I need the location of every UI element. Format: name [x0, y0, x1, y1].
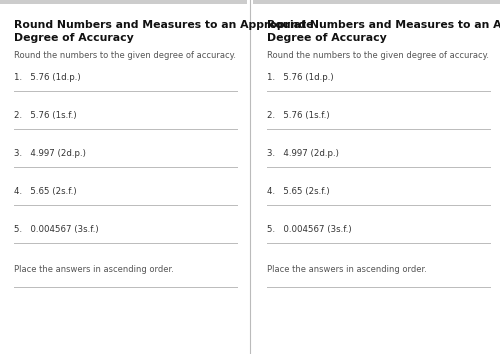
Bar	[0, 4, 247, 354]
Text: 1.   5.76 (1d.p.): 1. 5.76 (1d.p.)	[14, 73, 80, 82]
Text: Round the numbers to the given degree of accuracy.: Round the numbers to the given degree of…	[267, 51, 489, 60]
Text: 3.   4.997 (2d.p.): 3. 4.997 (2d.p.)	[267, 149, 339, 158]
Text: 2.   5.76 (1s.f.): 2. 5.76 (1s.f.)	[14, 111, 76, 120]
Text: Degree of Accuracy: Degree of Accuracy	[14, 33, 134, 43]
Text: Place the answers in ascending order.: Place the answers in ascending order.	[14, 265, 174, 274]
Text: 1.   5.76 (1d.p.): 1. 5.76 (1d.p.)	[267, 73, 334, 82]
Text: 5.   0.004567 (3s.f.): 5. 0.004567 (3s.f.)	[14, 225, 98, 234]
Text: Place the answers in ascending order.: Place the answers in ascending order.	[267, 265, 427, 274]
Bar	[253, 0, 500, 4]
Bar	[253, 4, 500, 354]
Text: Round the numbers to the given degree of accuracy.: Round the numbers to the given degree of…	[14, 51, 236, 60]
Bar	[0, 0, 247, 4]
Text: Round Numbers and Measures to an Appropriate: Round Numbers and Measures to an Appropr…	[267, 20, 500, 30]
Text: 5.   0.004567 (3s.f.): 5. 0.004567 (3s.f.)	[267, 225, 351, 234]
Text: 4.   5.65 (2s.f.): 4. 5.65 (2s.f.)	[14, 187, 76, 196]
Text: 4.   5.65 (2s.f.): 4. 5.65 (2s.f.)	[267, 187, 330, 196]
Text: Degree of Accuracy: Degree of Accuracy	[267, 33, 387, 43]
Text: Round Numbers and Measures to an Appropriate: Round Numbers and Measures to an Appropr…	[14, 20, 314, 30]
Text: 2.   5.76 (1s.f.): 2. 5.76 (1s.f.)	[267, 111, 330, 120]
Text: 3.   4.997 (2d.p.): 3. 4.997 (2d.p.)	[14, 149, 86, 158]
